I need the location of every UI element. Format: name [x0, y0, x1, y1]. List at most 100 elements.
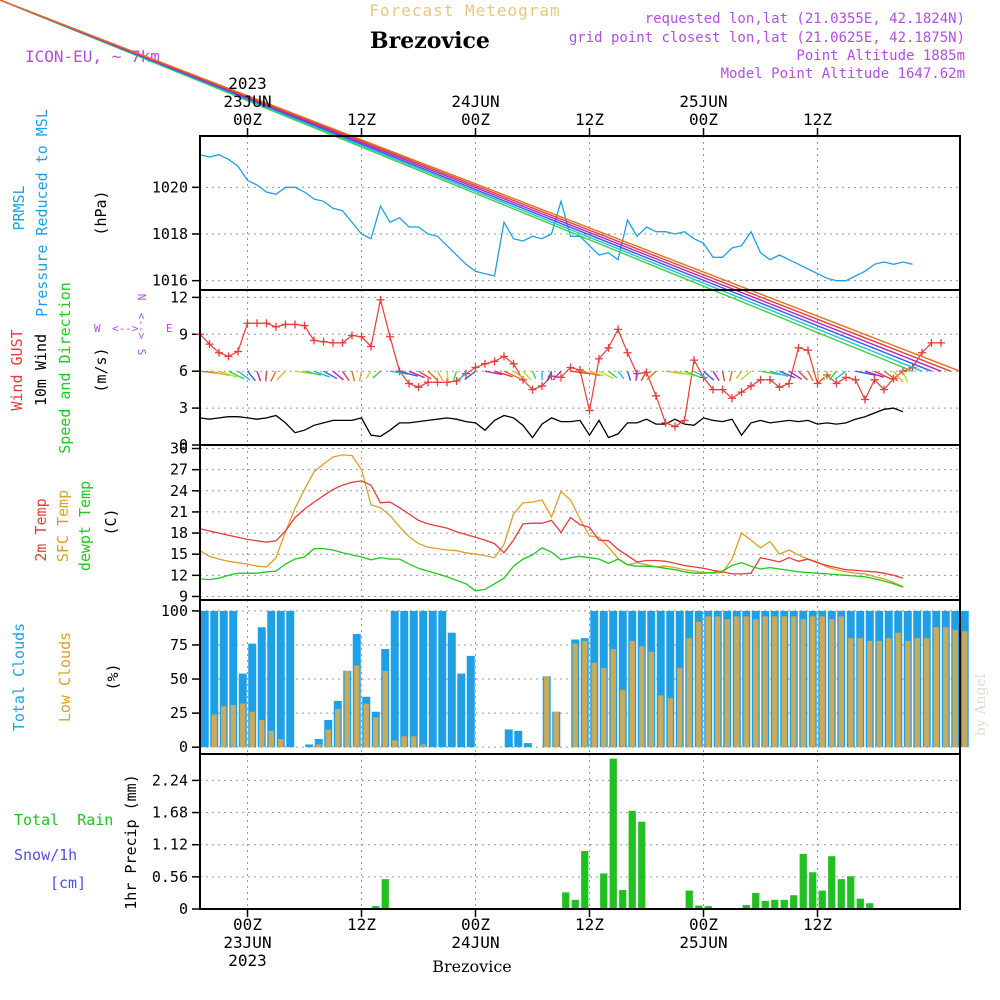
- low-cloud-bar: [629, 640, 635, 748]
- top-xtick-label: 00Z: [233, 110, 262, 129]
- pressure-ytick-label: 1020: [152, 178, 188, 196]
- low-cloud-bar: [933, 627, 939, 748]
- gust-point: [652, 391, 660, 400]
- low-cloud-bar: [829, 619, 835, 748]
- gust-point: [215, 348, 223, 357]
- gust-point: [718, 385, 727, 394]
- rain-bar: [856, 898, 864, 909]
- wind-arrow: [816, 371, 819, 381]
- gust-point: [813, 379, 822, 388]
- gust-point: [557, 373, 565, 382]
- wind-arrow: [418, 370, 432, 380]
- dewpt-label: dewpt Temp: [76, 481, 94, 571]
- bottom-xtick-label: 12Z: [803, 915, 832, 934]
- gust-point: [899, 367, 907, 376]
- wind-arrow: [313, 370, 330, 378]
- temp-ytick-label: 27: [170, 461, 188, 479]
- rain-bar: [761, 900, 769, 909]
- wind-arrow: [484, 370, 503, 376]
- total-cloud-bar: [286, 610, 295, 748]
- bottom-xtick-label: 00Z: [461, 915, 490, 934]
- wind-arrow: [270, 370, 277, 382]
- wind-arrow: [351, 371, 356, 382]
- wind-arrow: [458, 370, 467, 381]
- low-cloud-bar: [819, 616, 825, 748]
- cloud-unit: (%): [104, 663, 122, 690]
- rain-bar: [809, 872, 817, 909]
- wind-arrow: [256, 370, 262, 382]
- low-cloud-bar: [354, 665, 360, 748]
- temp-ytick-label: 15: [170, 545, 188, 563]
- gust-point: [490, 357, 499, 366]
- total-cloud-bar: [523, 743, 532, 748]
- total-cloud-bar: [257, 627, 266, 748]
- gust-point: [937, 338, 945, 347]
- wind-arrow: [408, 370, 425, 379]
- low-cloud-bar: [895, 632, 901, 748]
- wind-arrow: [735, 370, 743, 379]
- gust-point: [319, 337, 328, 346]
- low-cloud-bar: [639, 646, 645, 748]
- gust-point: [471, 363, 480, 372]
- gust-point: [690, 356, 698, 365]
- wind-arrow: [228, 370, 245, 380]
- total-cloud-bar: [504, 729, 513, 748]
- low-cloud-bar: [249, 711, 255, 748]
- low-cloud-bar: [221, 706, 227, 748]
- temp2m-label: 2m Temp: [32, 498, 50, 561]
- wind-arrow: [246, 370, 256, 382]
- pressure-label-1: PRMSL: [10, 185, 28, 230]
- total-cloud-bar: [305, 744, 314, 748]
- compass-legend: W <--> E N <--> S: [94, 294, 173, 356]
- wind-arrow: [626, 370, 632, 381]
- low-cloud-bar: [230, 704, 236, 748]
- total-cloud-bar: [219, 610, 228, 748]
- low-cloud-bar: [952, 629, 958, 748]
- wind-arrow: [855, 370, 877, 377]
- gust-point: [927, 338, 936, 347]
- t2m-series: [199, 480, 904, 579]
- total-cloud-bar: [390, 610, 399, 748]
- total-cloud-bar: [200, 610, 209, 748]
- wind-label: 10m Wind: [32, 334, 50, 406]
- top-xtick-label: 25JUN: [679, 92, 727, 111]
- low-cloud-bar: [610, 649, 616, 748]
- wind-arrow: [807, 370, 814, 382]
- wind-arrow: [323, 370, 338, 380]
- total-cloud-bar: [229, 610, 238, 748]
- gust-point: [728, 394, 736, 403]
- wind-arrow: [608, 370, 618, 379]
- total-cloud-bar: [276, 610, 285, 748]
- chart-title: Brezovice: [370, 28, 490, 54]
- top-xtick-label: 12Z: [575, 110, 604, 129]
- low-cloud-bar: [686, 638, 692, 748]
- low-cloud-bar: [905, 640, 911, 748]
- wind-arrow: [635, 371, 638, 381]
- gust-point: [205, 340, 214, 349]
- top-xtick-label: 2023: [228, 74, 267, 93]
- wind-arrow: [209, 370, 230, 377]
- low-cloud-bar: [553, 711, 559, 748]
- rain-bar: [780, 899, 788, 909]
- super-title: Forecast Meteogram: [369, 1, 560, 20]
- gust-point: [595, 354, 603, 363]
- total-cloud-bar: [618, 610, 627, 748]
- low-cloud-bar: [962, 631, 968, 748]
- rain-bar: [752, 892, 760, 909]
- total-cloud-bar: [428, 610, 437, 748]
- wind-arrow: [729, 371, 733, 382]
- clouds-ytick-label: 75: [170, 636, 188, 654]
- low-cloud-bar: [411, 736, 417, 748]
- temp-frame: [199, 444, 961, 601]
- low-cloud-bar: [867, 640, 873, 748]
- total-cloud-bar: [210, 610, 219, 748]
- low-cloud-bar: [344, 670, 350, 748]
- low-cloud-bar: [420, 744, 426, 748]
- rain-bar: [771, 899, 779, 909]
- low-cloud-bar: [810, 616, 816, 748]
- wind-ytick-label: 12: [170, 288, 188, 306]
- total-cloud-bar: [400, 610, 409, 748]
- wind-arrow: [304, 370, 322, 376]
- low-cloud-bar: [781, 616, 787, 748]
- gust-point: [538, 381, 546, 390]
